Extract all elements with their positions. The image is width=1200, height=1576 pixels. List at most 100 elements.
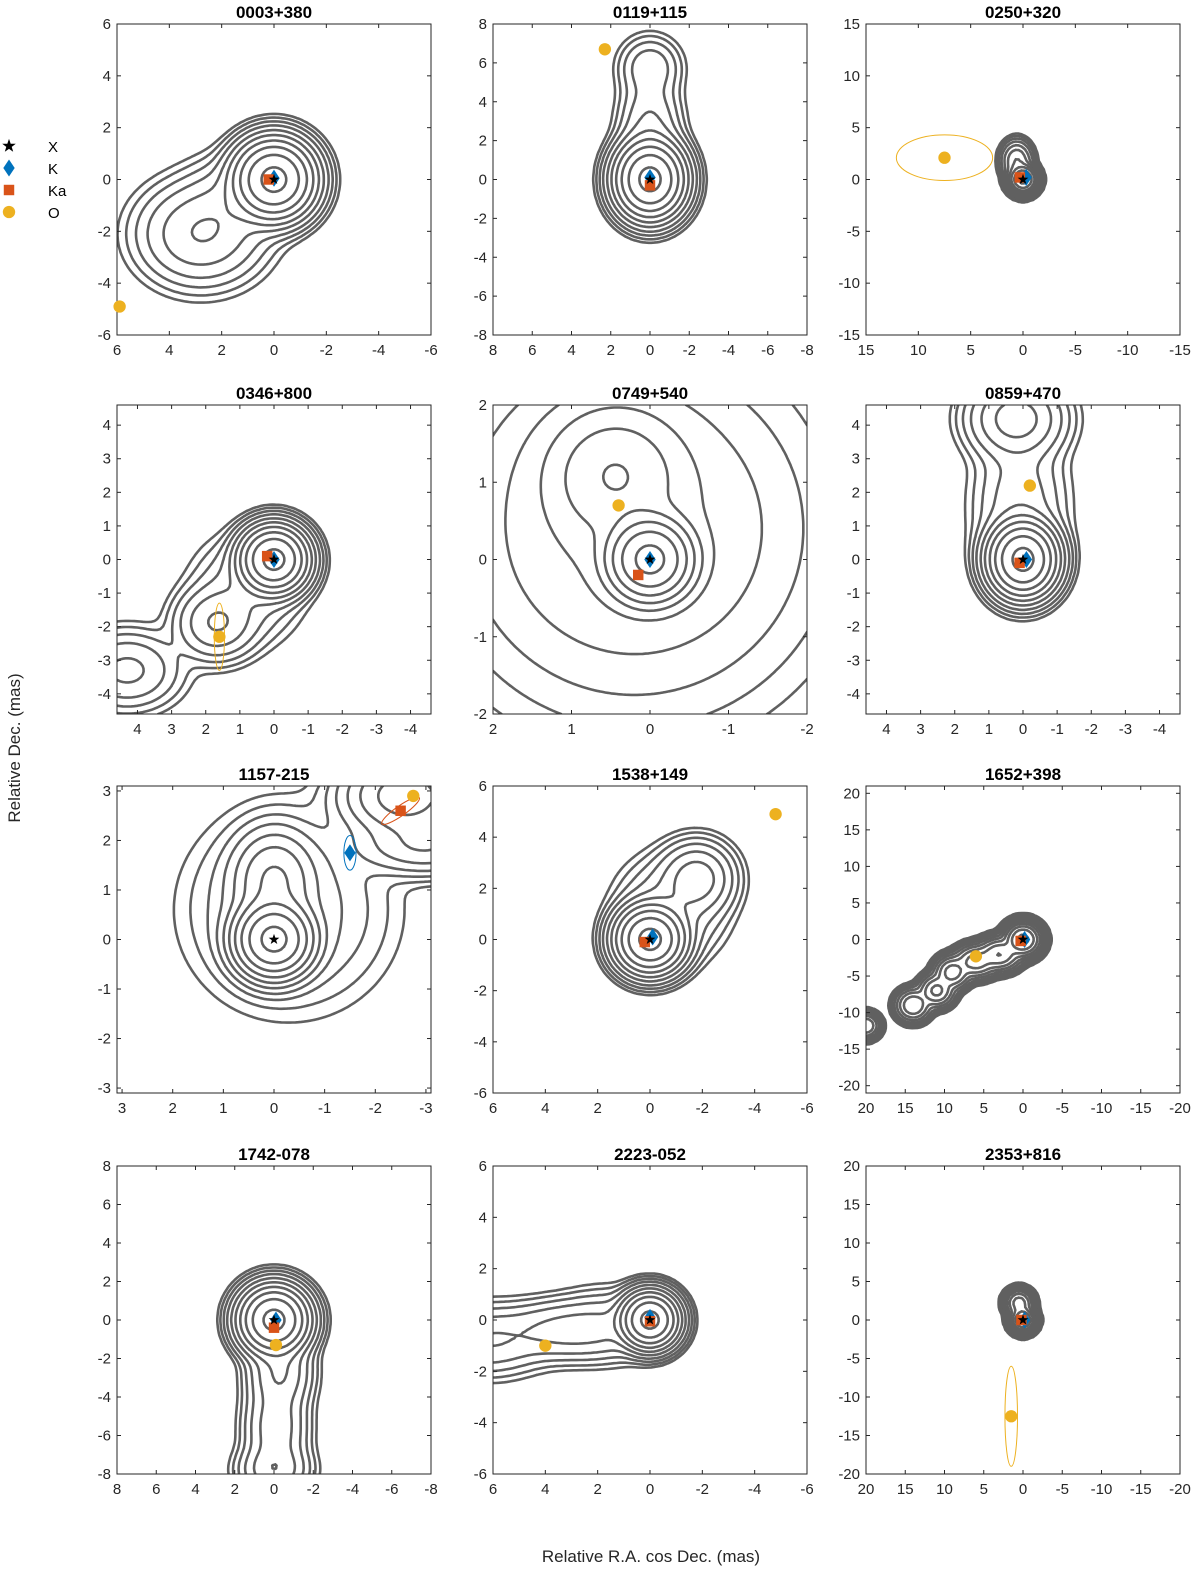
contour-level-2 — [117, 506, 328, 714]
x-tick-label: -2 — [696, 1100, 709, 1117]
contour-level-6 — [610, 129, 690, 224]
y-tick-label: 1 — [103, 882, 111, 899]
contour-level-9 — [248, 912, 300, 965]
contour-level-2 — [594, 831, 746, 994]
y-tick-label: -10 — [838, 275, 860, 292]
contour-level-6 — [866, 920, 1044, 1037]
contour-level-6 — [190, 133, 321, 243]
x-tick-label: -2 — [696, 1481, 709, 1498]
contour-map — [117, 503, 332, 714]
x-tick-label: 4 — [133, 721, 141, 738]
contour-level-10 — [1011, 546, 1035, 572]
contour-level-9 — [630, 1301, 669, 1339]
x-tick-label: -2 — [369, 1100, 382, 1117]
y-tick-label: 0 — [103, 932, 111, 949]
y-tick-label: 8 — [103, 1158, 111, 1175]
contour-level-4 — [866, 916, 1048, 1041]
panel-0346+800: 0346+800 4 3 2 1 0 -1 -2 -3 -4 -4 -3 -2 -1 0 1 2 3 4 — [98, 384, 432, 738]
point-o — [598, 43, 612, 56]
y-tick-label: 2 — [852, 484, 860, 501]
y-tick-label: 8 — [479, 16, 487, 33]
contour-level-8 — [930, 925, 1039, 997]
x-tick-label: -3 — [419, 1100, 432, 1117]
contour-level-7 — [233, 786, 431, 979]
y-tick-label: 6 — [479, 55, 487, 72]
x-tick-label: 4 — [567, 342, 575, 359]
x-tick-label: 10 — [936, 1481, 953, 1498]
y-tick-label: -2 — [847, 619, 860, 636]
contour-level-7 — [602, 463, 696, 605]
y-tick-label: -3 — [98, 652, 111, 669]
x-tick-label: -2 — [1085, 721, 1098, 738]
contour-level-3 — [117, 509, 325, 708]
y-tick-label: 0 — [103, 172, 111, 189]
contour-level-7 — [238, 525, 309, 595]
x-tick-label: 5 — [980, 1481, 988, 1498]
contour-map — [591, 29, 709, 245]
y-tick-label: 2 — [479, 880, 487, 897]
panel-title: 1538+149 — [612, 765, 688, 784]
y-tick-label: 5 — [852, 1274, 860, 1291]
point-k — [344, 844, 356, 862]
x-tick-label: 3 — [118, 1100, 126, 1117]
x-tick-label: 2 — [231, 1481, 239, 1498]
point-ka — [261, 550, 273, 562]
x-tick-label: 2 — [169, 1100, 177, 1117]
contour-map — [493, 405, 807, 714]
x-tick-label: -4 — [372, 342, 385, 359]
contour-map — [172, 786, 431, 1024]
x-tick-label: 4 — [882, 721, 890, 738]
contour-level-6 — [612, 1287, 684, 1354]
y-tick-label: -2 — [474, 983, 487, 1000]
y-tick-label: -8 — [474, 327, 487, 344]
y-tick-label: 4 — [479, 94, 487, 111]
contour-level-7 — [866, 922, 1042, 1034]
x-tick-label: -4 — [748, 1100, 761, 1117]
legend-label-x: X — [48, 139, 58, 156]
point-ka — [1014, 557, 1025, 569]
contour-level-4 — [601, 49, 699, 233]
contour-level-8 — [620, 145, 680, 213]
y-tick-label: 4 — [103, 68, 111, 85]
point-o — [269, 1338, 283, 1352]
contour-level-3 — [222, 1269, 326, 1474]
panel-0749+540: 0749+540 2 1 0 -1 -2 -2 -1 0 1 2 — [474, 384, 814, 738]
y-tick-label: 0 — [479, 552, 487, 569]
y-tick-label: 4 — [852, 417, 860, 434]
error-ellipse-o — [895, 134, 994, 182]
y-tick-label: 10 — [843, 68, 860, 85]
x-tick-label: 2 — [607, 342, 615, 359]
y-tick-label: 0 — [103, 552, 111, 569]
contour-level-5 — [117, 517, 318, 684]
panel-0119+115: 0119+115 8 6 4 2 0 -2 -4 -6 -8 -8 -6 -4 -2 0 2 4 6 8 — [474, 3, 814, 359]
point-k — [1020, 550, 1033, 569]
point-o — [407, 789, 420, 803]
y-tick-label: -2 — [474, 1363, 487, 1380]
x-tick-label: -2 — [307, 1481, 320, 1498]
x-tick-label: 0 — [646, 1100, 654, 1117]
x-tick-label: 2 — [217, 342, 225, 359]
contour-level-9 — [251, 537, 297, 582]
y-tick-label: 3 — [103, 451, 111, 468]
panel-title: 0749+540 — [612, 384, 688, 403]
x-tick-label: -4 — [748, 1481, 761, 1498]
x-tick-label: 2 — [593, 1100, 601, 1117]
contour-map — [866, 911, 1053, 1046]
y-tick-label: 4 — [479, 829, 487, 846]
y-tick-label: 2 — [479, 1261, 487, 1278]
contour-level-5 — [605, 850, 726, 983]
contour-level-5 — [229, 1276, 319, 1474]
y-tick-label: -3 — [847, 652, 860, 669]
x-tick-label: -6 — [800, 1100, 813, 1117]
contour-level-7 — [988, 520, 1058, 597]
x-tick-label: 3 — [916, 721, 924, 738]
legend-marker-x — [2, 138, 16, 152]
point-x — [268, 1314, 280, 1325]
contour-level-3 — [493, 1277, 694, 1373]
x-tick-label: 3 — [167, 721, 175, 738]
contour-level-5 — [493, 1283, 687, 1357]
panel-title: 2353+816 — [985, 1145, 1061, 1164]
y-tick-label: 6 — [479, 1158, 487, 1175]
panel-1157-215: 1157-215 3 2 1 0 -1 -2 -3 -3 -2 -1 0 1 2 3 — [98, 765, 433, 1117]
x-tick-label: -6 — [424, 342, 437, 359]
